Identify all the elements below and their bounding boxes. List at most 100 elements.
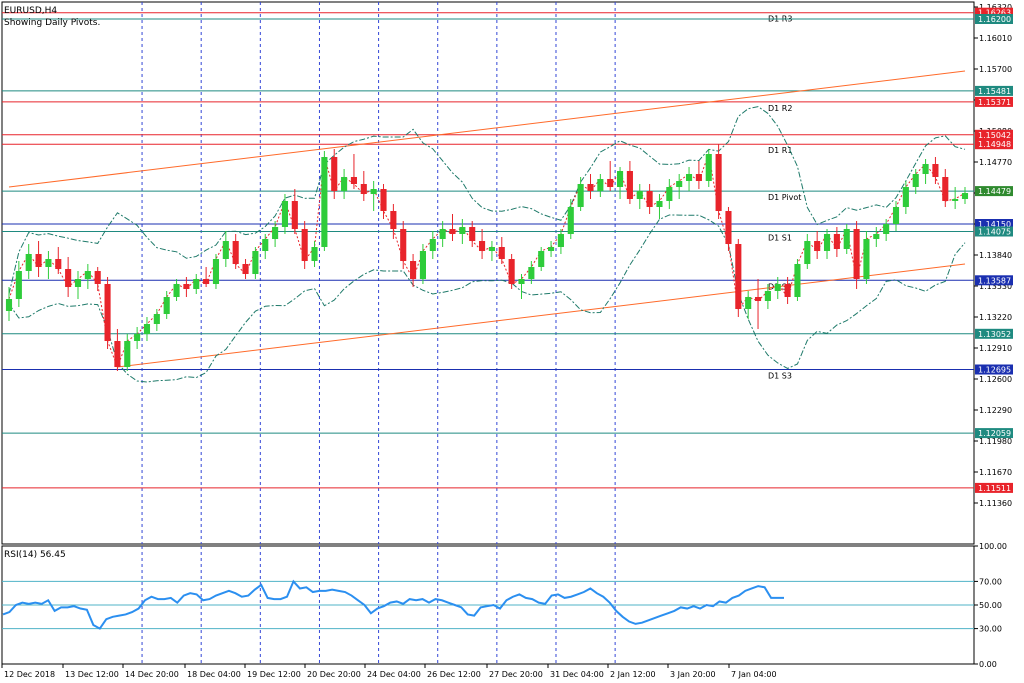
pivot-name: D1 S3 bbox=[768, 372, 792, 381]
pivot-price-label: 1.14075 bbox=[978, 228, 1011, 237]
candle bbox=[892, 201, 900, 231]
candle bbox=[794, 259, 801, 301]
candle bbox=[203, 267, 210, 287]
price-axis-label: 1.16320 bbox=[979, 3, 1012, 12]
candle bbox=[902, 181, 909, 214]
candle bbox=[252, 247, 259, 279]
candle bbox=[488, 241, 495, 261]
time-axis-label: 12 Dec 2018 bbox=[4, 670, 55, 679]
candle bbox=[587, 174, 594, 199]
pivot-name: D1 Pivot bbox=[768, 193, 801, 202]
time-axis-label: 2 Jan 12:00 bbox=[610, 670, 656, 679]
pivot-price-tag bbox=[975, 14, 1013, 24]
pivot-price-label: 1.12695 bbox=[978, 366, 1011, 375]
candle bbox=[360, 171, 367, 201]
price-axis-label: 1.11670 bbox=[979, 468, 1012, 477]
candle bbox=[754, 279, 762, 329]
pivot-price-tag bbox=[975, 96, 1013, 107]
pivot-price-tag bbox=[975, 7, 1013, 18]
candle bbox=[311, 241, 318, 267]
time-axis-label: 20 Dec 20:00 bbox=[307, 670, 361, 679]
candle bbox=[380, 184, 387, 219]
candle bbox=[124, 334, 131, 371]
candle bbox=[183, 277, 190, 297]
candle bbox=[656, 194, 663, 219]
pivot-price-label: 1.16200 bbox=[978, 15, 1011, 24]
candle bbox=[321, 151, 328, 251]
pivot-price-label: 1.16263 bbox=[978, 9, 1011, 18]
candle bbox=[922, 159, 929, 184]
candle bbox=[459, 219, 466, 244]
candle bbox=[65, 257, 72, 297]
time-axis-label: 19 Dec 12:00 bbox=[247, 670, 301, 679]
pivot-name: D1 S1 bbox=[768, 234, 792, 243]
time-axis-label: 18 Dec 04:00 bbox=[187, 670, 241, 679]
band-line bbox=[8, 214, 966, 383]
candle bbox=[538, 247, 545, 271]
candle bbox=[833, 227, 840, 257]
candle bbox=[410, 254, 417, 287]
time-axis-label: 26 Dec 12:00 bbox=[427, 670, 481, 679]
candle bbox=[291, 189, 298, 234]
time-axis-label: 7 Jan 04:00 bbox=[731, 670, 777, 679]
candle bbox=[449, 214, 456, 241]
pivot-price-label: 1.14948 bbox=[978, 140, 1011, 149]
pivot-price-tag bbox=[975, 219, 1013, 229]
candle bbox=[479, 229, 486, 259]
candle bbox=[45, 251, 52, 279]
candle bbox=[548, 241, 555, 257]
rsi-line bbox=[2, 579, 784, 630]
candle bbox=[301, 221, 308, 269]
price-axis-label: 1.13840 bbox=[979, 251, 1012, 260]
candle bbox=[636, 184, 643, 209]
candle bbox=[419, 244, 426, 284]
candle bbox=[676, 174, 683, 199]
rsi-axis-label: 0.00 bbox=[979, 660, 997, 669]
channel-line bbox=[8, 70, 966, 188]
candle bbox=[774, 277, 781, 299]
rsi-pane[interactable]: 100.00 70.00 50.00 30.00 0.00 bbox=[1, 542, 1007, 669]
candle bbox=[25, 244, 32, 279]
candle bbox=[666, 179, 673, 209]
rsi-axis-label: 70.00 bbox=[979, 577, 1002, 586]
candle bbox=[784, 277, 791, 304]
candle bbox=[498, 237, 505, 264]
candle bbox=[272, 221, 279, 247]
pivot-price-label: 1.12059 bbox=[978, 429, 1011, 438]
candle bbox=[350, 154, 358, 189]
candle bbox=[84, 264, 91, 289]
candle bbox=[439, 221, 446, 247]
time-axis-label: 24 Dec 04:00 bbox=[367, 670, 421, 679]
candle bbox=[725, 207, 732, 251]
candle bbox=[262, 234, 269, 259]
time-axis-label: 3 Jan 20:00 bbox=[670, 670, 716, 679]
time-axis: 12 Dec 2018 13 Dec 12:00 14 Dec 20:00 18 De… bbox=[1, 664, 777, 679]
pivot-price-label: 1.15042 bbox=[978, 131, 1011, 140]
time-axis-label: 13 Dec 12:00 bbox=[65, 670, 119, 679]
price-pane[interactable]: 1.163201.160101.157001.153901.150801.147… bbox=[1, 1, 1013, 545]
candle bbox=[952, 187, 959, 209]
candle bbox=[134, 327, 141, 349]
candle bbox=[715, 144, 722, 219]
candle bbox=[74, 271, 82, 299]
candle bbox=[853, 221, 860, 289]
pivot-price-tag bbox=[975, 129, 1013, 140]
time-axis-label: 14 Dec 20:00 bbox=[125, 670, 179, 679]
candle bbox=[341, 169, 348, 199]
candle bbox=[143, 317, 151, 341]
candle bbox=[35, 241, 42, 277]
price-axis-label: 1.14770 bbox=[979, 158, 1012, 167]
candle bbox=[961, 187, 969, 204]
candle bbox=[932, 157, 939, 184]
candle bbox=[469, 221, 476, 247]
price-axis-label: 1.12600 bbox=[979, 375, 1012, 384]
pivot-name: D1 R2 bbox=[768, 104, 792, 113]
candle bbox=[331, 149, 338, 199]
candle bbox=[114, 329, 121, 371]
pivot-price-label: 1.15481 bbox=[978, 87, 1011, 96]
candle bbox=[764, 284, 771, 309]
candle bbox=[843, 224, 850, 254]
candle bbox=[173, 279, 180, 301]
pivot-price-tag bbox=[975, 364, 1013, 375]
time-axis-label: 31 Dec 04:00 bbox=[550, 670, 604, 679]
